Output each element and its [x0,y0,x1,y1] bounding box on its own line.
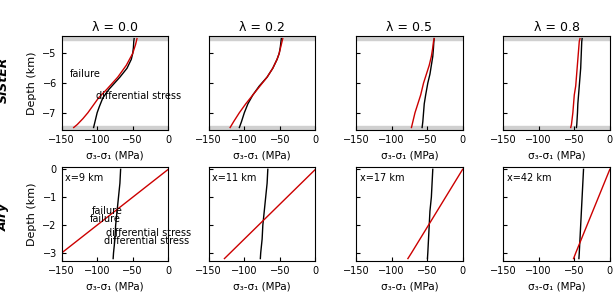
X-axis label: σ₃-σ₁ (MPa): σ₃-σ₁ (MPa) [381,151,438,161]
Bar [209,36,315,40]
X-axis label: σ₃-σ₁ (MPa): σ₃-σ₁ (MPa) [528,151,585,161]
X-axis label: σ₃-σ₁ (MPa): σ₃-σ₁ (MPa) [86,151,144,161]
Text: failure: failure [90,214,121,224]
Text: x=17 km: x=17 km [360,173,404,184]
Text: SiStER: SiStER [0,57,10,103]
Bar [356,126,463,130]
Text: x=11 km: x=11 km [213,173,257,184]
Title: λ = 0.8: λ = 0.8 [533,21,580,34]
Bar [62,126,168,130]
Bar [503,36,610,40]
Title: λ = 0.2: λ = 0.2 [239,21,285,34]
Title: λ = 0.5: λ = 0.5 [386,21,432,34]
X-axis label: σ₃-σ₁ (MPa): σ₃-σ₁ (MPa) [528,282,585,292]
X-axis label: σ₃-σ₁ (MPa): σ₃-σ₁ (MPa) [86,282,144,292]
Bar [209,126,315,130]
Bar [503,126,610,130]
Y-axis label: Depth (km): Depth (km) [27,51,37,115]
X-axis label: σ₃-σ₁ (MPa): σ₃-σ₁ (MPa) [233,151,291,161]
Text: differential stress: differential stress [104,236,189,246]
Text: x=9 km: x=9 km [65,173,103,184]
X-axis label: σ₃-σ₁ (MPa): σ₃-σ₁ (MPa) [381,282,438,292]
Text: x=42 km: x=42 km [507,173,551,184]
Text: failure: failure [91,206,123,216]
Text: Airy: Airy [0,203,10,231]
Y-axis label: Depth (km): Depth (km) [27,182,37,246]
Title: λ = 0.0: λ = 0.0 [92,21,138,34]
Text: differential stress: differential stress [106,228,191,238]
Bar [62,36,168,40]
Text: failure: failure [70,69,101,79]
X-axis label: σ₃-σ₁ (MPa): σ₃-σ₁ (MPa) [233,282,291,292]
Text: differential stress: differential stress [95,91,181,101]
Bar [356,36,463,40]
